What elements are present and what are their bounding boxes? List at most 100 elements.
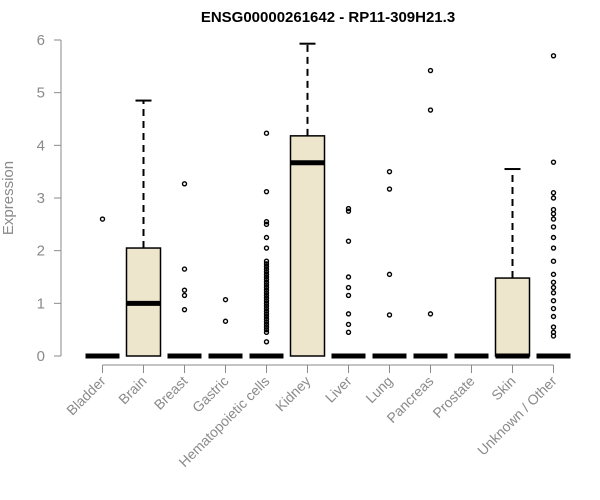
outlier-point (345, 329, 352, 335)
outlier-point (263, 234, 270, 241)
outlier-point (550, 298, 557, 304)
boxes-layer (85, 42, 571, 359)
outlier-point (263, 274, 270, 280)
outlier-point (263, 339, 270, 345)
box-liver (331, 205, 366, 359)
outlier-point (263, 319, 270, 325)
outlier-point (263, 295, 270, 301)
outlier-point (345, 284, 352, 291)
outlier-point (181, 266, 188, 272)
x-tick-label: Bladder (63, 373, 109, 419)
outlier-point (263, 279, 270, 285)
box-brain (125, 99, 162, 357)
outlier-point (263, 298, 270, 304)
box-skin (494, 168, 531, 359)
outlier-point (386, 271, 393, 278)
outlier-point (181, 181, 188, 187)
outlier-point (550, 258, 557, 264)
y-tick-label: 1 (37, 295, 45, 312)
outlier-point (263, 308, 270, 314)
outlier-point (263, 221, 270, 228)
outlier-point (263, 324, 270, 330)
outlier-point (550, 329, 557, 335)
outlier-point (263, 266, 270, 272)
outlier-point (550, 279, 557, 285)
outlier-point (263, 271, 270, 278)
outlier-point (263, 305, 270, 312)
outlier-point (181, 306, 188, 313)
outlier-point (550, 313, 557, 320)
outlier-point (550, 216, 557, 222)
outlier-point (263, 245, 270, 251)
box-kidney (289, 42, 326, 357)
outlier-point (263, 326, 270, 333)
outlier-point (263, 269, 270, 275)
chart-title: ENSG00000261642 - RP11-309H21.3 (201, 9, 455, 26)
outlier-point (263, 218, 270, 225)
outlier-point (263, 263, 270, 270)
outlier-point (263, 300, 270, 307)
outlier-point (263, 321, 270, 328)
x-tick-label: Skin (488, 373, 519, 404)
y-tick-label: 4 (37, 137, 45, 154)
box-lung (372, 168, 407, 359)
y-tick-label: 2 (37, 243, 45, 260)
outlier-point (263, 258, 270, 264)
outlier-point (263, 188, 270, 195)
box-rect (494, 277, 531, 357)
outlier-point (550, 190, 557, 196)
box-pancreas (413, 67, 448, 359)
outlier-point (550, 290, 557, 296)
outlier-point (263, 290, 270, 296)
outlier-point (345, 208, 352, 214)
outlier-point (181, 287, 188, 293)
outlier-point (263, 130, 270, 136)
outlier-point (550, 305, 557, 312)
y-tick-label: 5 (37, 85, 45, 102)
outlier-point (345, 311, 352, 317)
outlier-point (550, 224, 557, 230)
outlier-point (263, 287, 270, 293)
outlier-point (427, 311, 434, 317)
outlier-point (222, 296, 229, 303)
outlier-point (550, 234, 557, 241)
outlier-point (181, 292, 188, 299)
outlier-point (263, 284, 270, 291)
y-tick-label: 3 (37, 190, 45, 207)
x-tick-label: Liver (322, 373, 355, 406)
outlier-point (345, 321, 352, 328)
y-tick-label: 0 (37, 348, 45, 365)
outlier-point (550, 211, 557, 217)
outlier-point (263, 292, 270, 299)
outlier-point (263, 303, 270, 309)
outlier-point (386, 168, 393, 175)
box-rect (289, 135, 326, 357)
box-breast (167, 181, 202, 359)
box-gastric (208, 296, 243, 359)
outlier-point (550, 53, 557, 59)
outlier-point (263, 282, 270, 288)
outlier-point (427, 67, 434, 74)
outlier-point (550, 324, 557, 330)
outlier-point (345, 292, 352, 299)
x-tick-label: Breast (151, 373, 191, 413)
outlier-point (263, 261, 270, 267)
outlier-point (550, 245, 557, 251)
outlier-point (263, 313, 270, 320)
box-hematopoietic-cells (249, 130, 284, 359)
x-tick-label: Brain (115, 373, 149, 407)
outlier-point (345, 238, 352, 244)
outlier-point (345, 274, 352, 280)
outlier-point (222, 318, 229, 324)
y-axis: 0 1 2 3 4 5 6 (37, 32, 62, 365)
outlier-point (263, 311, 270, 317)
outlier-point (263, 316, 270, 322)
outlier-point (263, 329, 270, 335)
outlier-point (386, 312, 393, 318)
outlier-point (263, 276, 270, 283)
outlier-point (427, 107, 434, 113)
outlier-point (345, 205, 352, 212)
outlier-point (550, 284, 557, 291)
